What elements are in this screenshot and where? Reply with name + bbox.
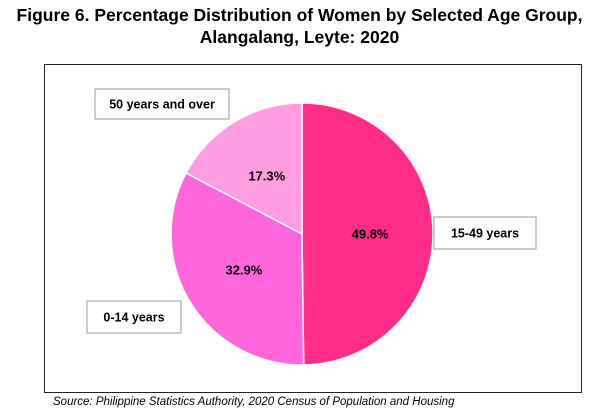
category-label-50-years-and-over: 50 years and over [109, 98, 215, 112]
pie-chart: 49.8% 32.9% 17.3% 15-49 years 0-14 years 50 y… [86, 88, 537, 366]
callout-0-14-years: 0-14 years [86, 300, 182, 334]
data-label-50-years-and-over: 17.3% [248, 169, 285, 184]
callout-box [433, 216, 537, 250]
pie-slice-0-14-years [170, 172, 305, 366]
chart-title-line-1: Figure 6. Percentage Distribution of Wom… [16, 5, 583, 25]
chart-area: 49.8% 32.9% 17.3% 15-49 years 0-14 years 50 y… [44, 64, 582, 393]
source-note: Source: Philippine Statistics Authority,… [53, 396, 455, 408]
pie-slice-15-49-years [301, 102, 434, 366]
chart-title-line-2: Alangalang, Leyte: 2020 [199, 27, 400, 47]
callout-15-49-years: 15-49 years [433, 216, 537, 250]
callout-50-years-and-over: 50 years and over [94, 88, 230, 120]
chart-title: Figure 6. Percentage Distribution of Wom… [0, 4, 599, 48]
pie-slice-50-years-and-over [185, 102, 303, 236]
data-label-0-14-years: 32.9% [225, 263, 262, 278]
category-label-15-49-years: 15-49 years [451, 227, 519, 241]
data-label-15-49-years: 49.8% [352, 227, 389, 242]
category-label-0-14-years: 0-14 years [103, 311, 164, 325]
callout-box [86, 300, 182, 334]
callout-box [94, 88, 230, 120]
